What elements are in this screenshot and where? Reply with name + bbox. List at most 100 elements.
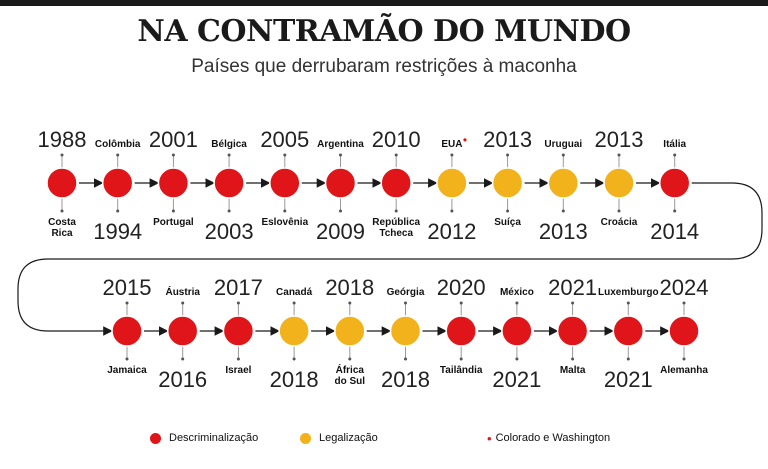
page-subtitle: Países que derrubaram restrições à macon… [191,56,577,77]
node-year: 2021 [492,367,541,392]
node-year: 2014 [650,219,699,244]
node-stem-dot [626,301,630,305]
node-circle-descrim [222,315,255,347]
node-country-line: Áustria [165,285,200,298]
node-stem-dot [571,357,575,361]
node-stem-dot [561,209,565,213]
node-circle-legal [278,315,310,347]
node-circle-descrim [166,315,199,347]
timeline-node: 2018 Geórgia [381,287,430,392]
node-stem-dot [682,301,686,305]
legend-star-symbol: • [487,430,492,446]
node-country-line: Uruguai [544,139,582,150]
node-stem-dot [339,209,342,213]
node-country: Portugal [153,217,194,228]
node-country-line: do Sul [335,376,366,387]
node-year: 1988 [38,127,87,152]
page-title: NA CONTRAMÃO DO MUNDO [137,14,631,49]
node-year: 2024 [660,275,709,300]
timeline-node: 2017 Israel [214,275,263,376]
timeline-node: 2016 Áustria [158,285,207,392]
node-stem-dot [561,153,565,157]
legend-descrim-dot [150,432,161,444]
node-stem-dot [673,209,677,213]
node-stem-dot [116,153,120,157]
node-stem-dot [227,153,231,157]
node-stem-dot [459,357,463,361]
node-country-line: Eslovênia [261,217,308,228]
node-circle-descrim [380,167,412,199]
node-stem-dot [515,301,519,305]
node-stem-dot [292,357,296,361]
timeline-node: 2001 Portugal [149,127,198,228]
node-country: África do Sul [335,363,366,387]
node-country: Eslovênia [261,217,308,228]
node-country: Uruguai [544,139,582,150]
node-stem-dot [450,153,454,157]
node-year: 2015 [103,275,152,300]
node-stem-dot [404,357,407,361]
node-stem-dot [236,357,240,361]
node-year: 2021 [604,367,653,392]
node-country-line: República [372,217,420,228]
node-country: Itália [663,139,686,150]
node-stem-dot [515,357,519,361]
node-country-line: Bélgica [211,139,247,150]
node-circle-descrim [324,167,357,199]
timeline-node: 1994 Colômbia [93,139,142,244]
timeline-node: 2013 Suíça [483,127,532,228]
node-stem-dot [404,301,407,305]
node-circle-legal [389,315,422,347]
node-stem-dot [459,301,463,305]
timeline-node: 2003 Bélgica [205,139,254,244]
node-year: 2018 [270,367,319,392]
node-circle-descrim [101,167,134,199]
node-stem-dot [571,301,575,305]
node-stem-dot [348,357,352,361]
node-circle-descrim [658,167,691,199]
node-year: 2013 [595,127,644,152]
timeline-node: 2021 Malta [548,275,597,376]
timeline-node: 2015 Jamaica [103,275,152,376]
timeline-node: 2020 Tailândia [437,275,486,376]
node-stem-dot [292,301,296,305]
node-year: 2001 [149,127,198,152]
node-circle-descrim [668,315,700,347]
timeline-node: 2018 Canadá [270,287,319,392]
node-country-line: Tailândia [440,365,483,376]
node-country-line: Itália [663,139,686,150]
node-stem-dot [283,153,287,157]
node-country-line: Portugal [153,217,194,228]
timeline-node: 2005 Eslovênia [260,127,309,228]
timeline-node: 2010 República Tcheca [372,127,421,239]
node-country: República Tcheca [372,217,420,239]
node-country-line: Costa [48,217,76,228]
node-country: Jamaica [107,365,147,376]
node-circle-descrim [445,315,477,347]
node-circle-descrim [157,167,190,199]
node-country-line: Jamaica [107,365,147,376]
node-year: 2020 [437,275,486,300]
node-circle-descrim [213,167,245,199]
legend-legal: Legalização [300,432,378,444]
node-circle-legal [436,167,468,199]
node-country-line: Israel [225,365,251,376]
timeline-node: 2009 Argentina [316,139,365,244]
legend-star-label: Colorado e Washington [495,432,611,444]
legend-star: • Colorado e Washington [487,430,611,446]
node-circle-descrim [46,167,78,199]
node-stem-dot [125,357,129,361]
timeline-node: 2021 México [492,287,541,392]
node-circle-descrim [612,315,645,347]
node-country-line: Colômbia [95,139,141,150]
node-circle-descrim [269,167,301,199]
node-country: Malta [560,365,586,376]
node-stem-dot [348,301,352,305]
node-year: 2018 [381,367,430,392]
node-year: 2017 [214,275,263,300]
node-country-line: Luxemburgo [598,287,659,298]
node-circle-legal [603,167,635,199]
node-year: 2013 [539,219,588,244]
node-circle-legal [547,167,580,199]
